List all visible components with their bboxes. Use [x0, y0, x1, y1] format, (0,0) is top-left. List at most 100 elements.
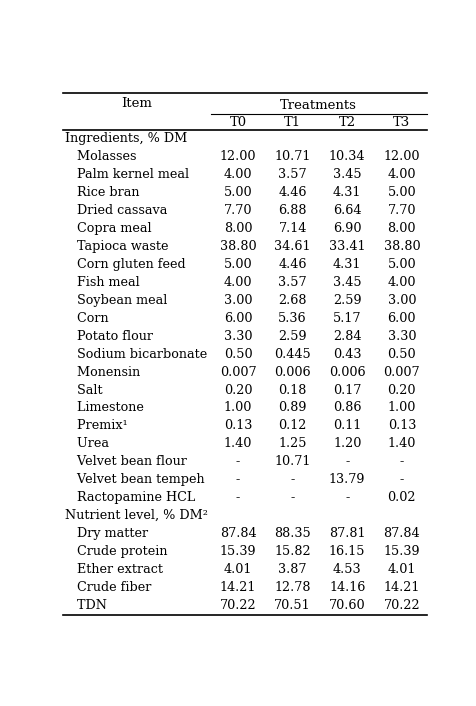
- Text: 6.00: 6.00: [224, 312, 252, 325]
- Text: 0.20: 0.20: [387, 383, 416, 397]
- Text: 3.30: 3.30: [224, 330, 252, 342]
- Text: 4.53: 4.53: [333, 563, 362, 576]
- Text: 15.82: 15.82: [274, 545, 311, 558]
- Text: 38.80: 38.80: [384, 240, 420, 253]
- Text: Ether extract: Ether extract: [65, 563, 163, 576]
- Text: 0.20: 0.20: [224, 383, 252, 397]
- Text: Dried cassava: Dried cassava: [65, 204, 168, 217]
- Text: 14.16: 14.16: [329, 581, 366, 594]
- Text: 4.00: 4.00: [387, 276, 416, 289]
- Text: 1.25: 1.25: [278, 438, 307, 450]
- Text: 7.14: 7.14: [278, 222, 307, 235]
- Text: 16.15: 16.15: [329, 545, 366, 558]
- Text: Corn gluten feed: Corn gluten feed: [65, 258, 186, 271]
- Text: 4.46: 4.46: [278, 186, 307, 199]
- Text: Copra meal: Copra meal: [65, 222, 152, 235]
- Text: 3.30: 3.30: [387, 330, 416, 342]
- Text: 15.39: 15.39: [384, 545, 420, 558]
- Text: -: -: [236, 455, 240, 468]
- Text: 13.79: 13.79: [329, 473, 366, 486]
- Text: 4.01: 4.01: [224, 563, 252, 576]
- Text: Corn: Corn: [65, 312, 109, 325]
- Text: Treatments: Treatments: [280, 100, 357, 112]
- Text: 0.50: 0.50: [387, 347, 416, 361]
- Text: Rice bran: Rice bran: [65, 186, 139, 199]
- Text: 7.70: 7.70: [387, 204, 416, 217]
- Text: 8.00: 8.00: [224, 222, 252, 235]
- Text: 87.84: 87.84: [384, 527, 420, 540]
- Text: 4.46: 4.46: [278, 258, 307, 271]
- Text: 3.00: 3.00: [224, 294, 252, 307]
- Text: Dry matter: Dry matter: [65, 527, 148, 540]
- Text: Soybean meal: Soybean meal: [65, 294, 168, 307]
- Text: 0.43: 0.43: [333, 347, 361, 361]
- Text: 70.51: 70.51: [274, 599, 311, 612]
- Text: 2.59: 2.59: [278, 330, 307, 342]
- Text: 4.00: 4.00: [224, 168, 252, 181]
- Text: 4.00: 4.00: [387, 168, 416, 181]
- Text: 5.00: 5.00: [387, 186, 416, 199]
- Text: 6.64: 6.64: [333, 204, 361, 217]
- Text: 14.21: 14.21: [220, 581, 256, 594]
- Text: -: -: [290, 473, 295, 486]
- Text: 10.71: 10.71: [275, 455, 311, 468]
- Text: Velvet bean flour: Velvet bean flour: [65, 455, 187, 468]
- Text: 0.13: 0.13: [224, 419, 252, 433]
- Text: 0.86: 0.86: [333, 402, 361, 414]
- Text: 5.00: 5.00: [224, 186, 252, 199]
- Text: 5.17: 5.17: [333, 312, 361, 325]
- Text: 0.17: 0.17: [333, 383, 361, 397]
- Text: 34.61: 34.61: [274, 240, 311, 253]
- Text: -: -: [400, 473, 404, 486]
- Text: Limestone: Limestone: [65, 402, 144, 414]
- Text: 3.45: 3.45: [333, 168, 362, 181]
- Text: 12.78: 12.78: [274, 581, 311, 594]
- Text: 0.02: 0.02: [387, 491, 416, 504]
- Text: Nutrient level, % DM²: Nutrient level, % DM²: [65, 509, 208, 522]
- Text: 6.00: 6.00: [387, 312, 416, 325]
- Text: Crude fiber: Crude fiber: [65, 581, 151, 594]
- Text: Urea: Urea: [65, 438, 109, 450]
- Text: 3.00: 3.00: [387, 294, 416, 307]
- Text: Molasses: Molasses: [65, 150, 137, 163]
- Text: 0.007: 0.007: [384, 366, 420, 378]
- Text: 0.006: 0.006: [329, 366, 366, 378]
- Text: 4.31: 4.31: [333, 186, 361, 199]
- Text: -: -: [345, 491, 349, 504]
- Text: 0.12: 0.12: [278, 419, 307, 433]
- Text: 3.57: 3.57: [278, 168, 307, 181]
- Text: 3.57: 3.57: [278, 276, 307, 289]
- Text: 1.00: 1.00: [387, 402, 416, 414]
- Text: 1.00: 1.00: [224, 402, 252, 414]
- Text: -: -: [345, 455, 349, 468]
- Text: 33.41: 33.41: [329, 240, 366, 253]
- Text: -: -: [290, 491, 295, 504]
- Text: 2.68: 2.68: [278, 294, 307, 307]
- Text: 15.39: 15.39: [220, 545, 257, 558]
- Text: 88.35: 88.35: [274, 527, 311, 540]
- Text: 0.007: 0.007: [220, 366, 257, 378]
- Text: TDN: TDN: [65, 599, 107, 612]
- Text: Ingredients, % DM: Ingredients, % DM: [65, 133, 187, 145]
- Text: T3: T3: [393, 116, 410, 128]
- Text: 4.31: 4.31: [333, 258, 361, 271]
- Text: T2: T2: [339, 116, 356, 128]
- Text: 1.20: 1.20: [333, 438, 361, 450]
- Text: Velvet bean tempeh: Velvet bean tempeh: [65, 473, 205, 486]
- Text: -: -: [236, 473, 240, 486]
- Text: 0.89: 0.89: [278, 402, 307, 414]
- Text: 3.87: 3.87: [278, 563, 307, 576]
- Text: 0.11: 0.11: [333, 419, 361, 433]
- Text: 4.00: 4.00: [224, 276, 252, 289]
- Text: Premix¹: Premix¹: [65, 419, 128, 433]
- Text: 1.40: 1.40: [224, 438, 252, 450]
- Text: 5.36: 5.36: [278, 312, 307, 325]
- Text: 70.60: 70.60: [329, 599, 366, 612]
- Text: 70.22: 70.22: [384, 599, 420, 612]
- Text: 7.70: 7.70: [224, 204, 252, 217]
- Text: 2.84: 2.84: [333, 330, 361, 342]
- Text: Fish meal: Fish meal: [65, 276, 140, 289]
- Text: 0.18: 0.18: [278, 383, 307, 397]
- Text: 38.80: 38.80: [220, 240, 257, 253]
- Text: Monensin: Monensin: [65, 366, 140, 378]
